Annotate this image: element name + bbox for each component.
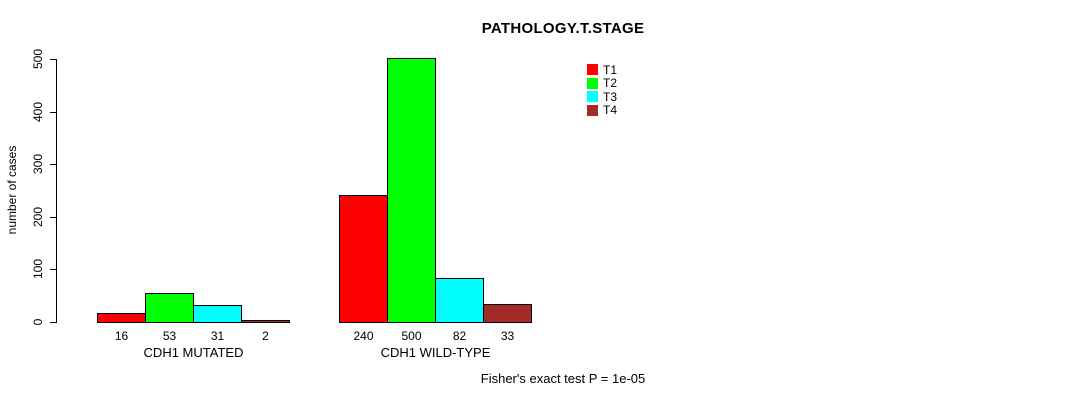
bar-value-label: 33 (500, 329, 515, 343)
y-tick-mark (50, 164, 56, 165)
y-axis-line (56, 59, 57, 323)
bar-T4-group2 (483, 304, 532, 323)
bar-T1-group2 (339, 195, 388, 323)
chart-title: PATHOLOGY.T.STAGE (481, 20, 645, 37)
bar-T3-group2 (435, 278, 484, 323)
legend-swatch-T4 (587, 104, 598, 116)
bar-value-label: 500 (401, 329, 422, 343)
y-tick-label: 0 (31, 318, 45, 326)
y-tick-label: 200 (31, 206, 45, 228)
bar-T2-group1 (145, 293, 194, 323)
legend-label: T2 (603, 76, 618, 91)
bar-T2-group2 (387, 58, 436, 323)
legend-swatch-T2 (587, 77, 598, 89)
y-tick-label: 400 (31, 101, 45, 123)
bar-T4-group1 (241, 320, 290, 323)
bar-value-label: 31 (210, 329, 225, 343)
legend-label: T3 (603, 89, 618, 104)
legend-item-T4: T4 (587, 104, 617, 118)
legend-item-T1: T1 (587, 63, 617, 77)
bar-value-label: 82 (452, 329, 467, 343)
legend-item-T2: T2 (587, 77, 617, 91)
legend-label: T4 (603, 103, 618, 118)
legend-item-T3: T3 (587, 90, 617, 104)
y-tick-mark (50, 269, 56, 270)
y-tick-mark (50, 322, 56, 323)
bar-value-label: 2 (262, 329, 269, 343)
bar-value-label: 16 (114, 329, 129, 343)
bar-T3-group1 (193, 305, 242, 323)
bar-value-label: 53 (162, 329, 177, 343)
legend-swatch-T3 (587, 91, 598, 103)
y-tick-label: 300 (31, 153, 45, 175)
y-tick-mark (50, 217, 56, 218)
legend-swatch-T1 (587, 64, 598, 76)
group-label: CDH1 WILD-TYPE (380, 345, 491, 360)
y-tick-label: 100 (31, 258, 45, 280)
y-axis-label: number of cases (5, 145, 19, 235)
y-tick-mark (50, 112, 56, 113)
statistical-test-annotation: Fisher's exact test P = 1e-05 (480, 371, 646, 386)
bar-value-label: 240 (353, 329, 374, 343)
group-label: CDH1 MUTATED (143, 345, 244, 360)
legend-label: T1 (603, 62, 618, 77)
y-tick-label: 500 (31, 48, 45, 70)
bar-T1-group1 (97, 313, 146, 323)
legend: T1 T2 T3 T4 (587, 63, 617, 117)
y-tick-mark (50, 59, 56, 60)
